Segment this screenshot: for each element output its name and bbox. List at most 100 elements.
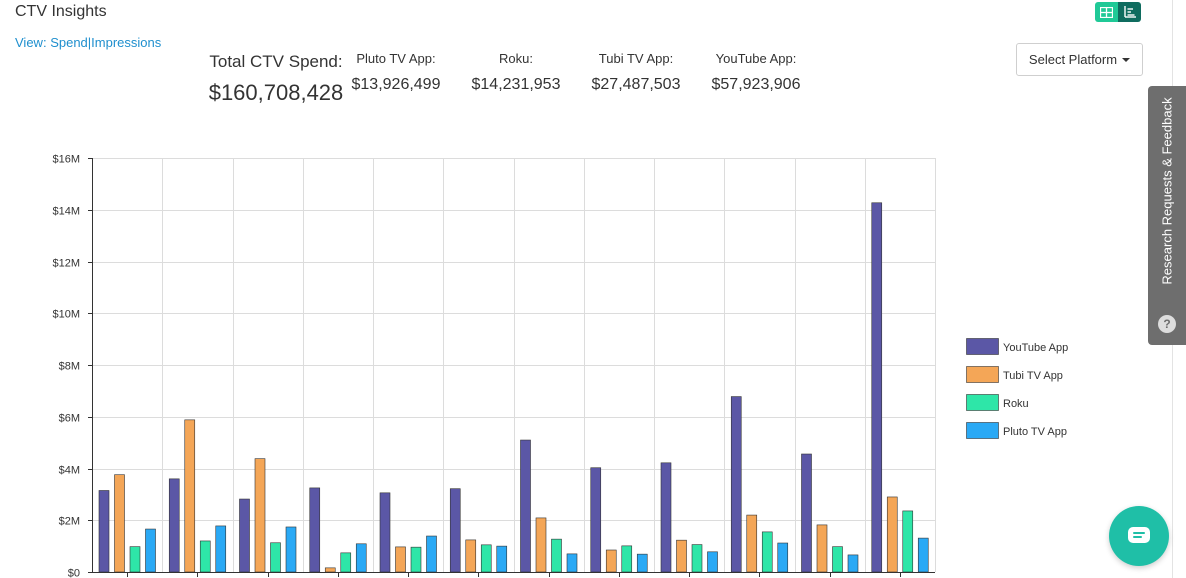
bar (285, 526, 297, 573)
bar (98, 490, 110, 573)
legend-label: Tubi TV App (1003, 370, 1063, 382)
bar (465, 539, 477, 573)
select-platform-label: Select Platform (1028, 52, 1118, 67)
y-tick-label: $12M (52, 258, 80, 270)
table-view-button[interactable] (1095, 2, 1118, 22)
bar (777, 542, 789, 573)
total-spend-value: $160,708,428 (208, 80, 344, 105)
bar (168, 478, 180, 573)
bar (114, 474, 125, 573)
select-platform-dropdown[interactable]: Select Platform (1016, 43, 1143, 76)
bar (605, 549, 617, 573)
bar (395, 546, 406, 573)
view-label: View: (15, 35, 47, 50)
bar (636, 553, 648, 573)
bar (816, 524, 828, 573)
bar (746, 514, 758, 573)
bar (917, 537, 929, 573)
y-tick-label: $14M (52, 206, 80, 218)
bar (270, 542, 281, 573)
bar (199, 540, 211, 573)
bar (902, 510, 914, 573)
y-tick-label: $2M (59, 516, 80, 528)
stat-label: Pluto TV App: (356, 51, 436, 66)
page-title: CTV Insights (15, 3, 107, 20)
bar (801, 453, 812, 573)
chat-icon (1128, 527, 1150, 543)
bar (621, 545, 633, 573)
table-grid-icon (1100, 6, 1113, 18)
bar (145, 528, 156, 573)
legend-swatch (966, 394, 999, 411)
bar (355, 543, 367, 573)
bar (426, 535, 437, 573)
chat-launcher-button[interactable] (1109, 506, 1169, 566)
y-tick-label: $0 (68, 568, 80, 578)
bar (449, 488, 461, 573)
bar-chart-icon (1123, 6, 1136, 18)
stat-value: $13,926,499 (351, 76, 441, 93)
bar (761, 531, 773, 573)
bar (730, 396, 742, 573)
legend-label: Roku (1003, 398, 1029, 410)
view-spend-link[interactable]: Spend (50, 35, 88, 50)
bar (660, 462, 672, 573)
chart-view-button[interactable] (1118, 2, 1141, 22)
caret-down-icon (1122, 57, 1131, 62)
tubi-spend-stat: Tubi TV App: $27,487,503 (581, 51, 691, 94)
question-icon: ? (1158, 315, 1176, 333)
y-tick-label: $10M (52, 309, 80, 321)
feedback-label: Research Requests & Feedback (1159, 97, 1175, 285)
y-tick-label: $16M (52, 154, 80, 166)
view-separator: | (87, 35, 92, 50)
stat-value: $27,487,503 (591, 76, 681, 93)
legend-label: YouTube App (1003, 342, 1068, 354)
bar (871, 202, 883, 573)
y-tick-label: $6M (59, 413, 80, 425)
legend-label: Pluto TV App (1003, 426, 1067, 438)
view-impressions-link[interactable]: Impressions (91, 35, 162, 50)
stat-label: Roku: (499, 51, 533, 66)
roku-spend-stat: Roku: $14,231,953 (461, 51, 571, 94)
bar (215, 525, 227, 573)
bar (324, 567, 336, 573)
bar (691, 544, 703, 573)
bar (410, 546, 422, 573)
legend-swatch (966, 422, 999, 439)
bar (566, 553, 578, 573)
bar (239, 498, 250, 573)
total-spend-stat: Total CTV Spend: $160,708,428 (205, 51, 347, 106)
bar (254, 458, 266, 573)
bar (309, 487, 321, 573)
view-toggle-group (1095, 2, 1141, 22)
bar (496, 545, 508, 573)
stat-label: YouTube App: (715, 51, 797, 66)
bar (676, 539, 687, 573)
bar (535, 517, 547, 573)
youtube-spend-stat: YouTube App: $57,923,906 (701, 51, 811, 94)
bar (340, 552, 352, 573)
stat-label: Tubi TV App: (598, 51, 674, 66)
bar (590, 467, 602, 573)
bar (379, 492, 391, 573)
bar (832, 546, 843, 573)
bar (551, 538, 562, 573)
feedback-tab[interactable]: Research Requests & Feedback ? (1148, 86, 1186, 345)
bar (184, 419, 196, 573)
bar (480, 544, 492, 573)
stat-value: $14,231,953 (471, 76, 561, 93)
view-switcher: View: Spend|Impressions (15, 35, 161, 50)
total-spend-label: Total CTV Spend: (209, 52, 343, 71)
legend-swatch (966, 338, 999, 355)
pluto-spend-stat: Pluto TV App: $13,926,499 (341, 51, 451, 94)
bar (886, 496, 898, 573)
stat-value: $57,923,906 (711, 76, 801, 93)
bar (520, 439, 531, 573)
y-tick-label: $4M (59, 465, 80, 477)
bar (847, 554, 859, 573)
legend-swatch (966, 366, 999, 383)
bar (129, 546, 141, 573)
bar (707, 551, 718, 573)
y-tick-label: $8M (59, 361, 80, 373)
